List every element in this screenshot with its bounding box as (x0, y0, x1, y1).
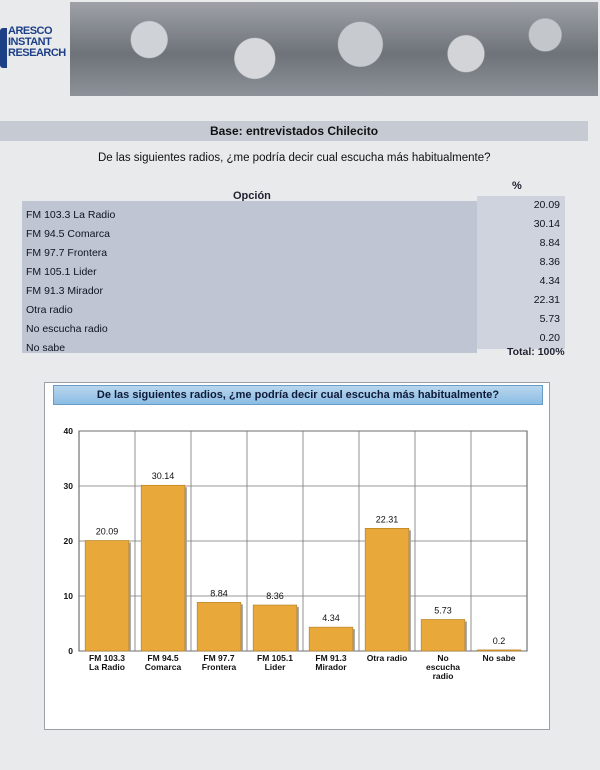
bar-shadow (352, 629, 355, 651)
table-row-value: 20.09 (533, 199, 560, 211)
x-tick-label: Otra radio (367, 653, 408, 663)
chart-panel: De las siguientes radios, ¿me podría dec… (44, 382, 550, 730)
x-tick-label: FM 105.1 (257, 653, 293, 663)
x-tick-label: No (437, 653, 448, 663)
bar (140, 484, 186, 652)
data-label: 5.73 (434, 605, 452, 615)
data-label: 0.2 (493, 636, 506, 646)
bar-shadow (184, 487, 187, 651)
table-row-value: 8.36 (539, 256, 560, 268)
table-row-value: 22.31 (533, 294, 560, 306)
bar-chart: 0 10 20 30 40 20.09 FM 103.3La Radio 30.14 FM 94… (64, 426, 528, 681)
table-row-value: 4.34 (539, 275, 560, 287)
y-tick-label: 20 (64, 536, 74, 546)
y-tick-label: 10 (64, 591, 74, 601)
bar-shadow (464, 621, 467, 651)
x-tick-label: radio (433, 671, 454, 681)
chart-title: De las siguientes radios, ¿me podría dec… (53, 385, 543, 405)
table-total: Total: 100% (507, 346, 565, 358)
data-label: 8.36 (266, 591, 284, 601)
data-label: 30.14 (152, 471, 175, 481)
column-header-percent: % (512, 180, 522, 192)
data-label: 20.09 (96, 527, 119, 537)
x-tick-label: FM 103.3 (89, 653, 125, 663)
header-banner-photo (70, 2, 598, 96)
column-header-option: Opción (233, 190, 271, 202)
y-tick-label: 40 (64, 426, 74, 436)
x-tick-label: Lider (265, 662, 286, 672)
bar (84, 540, 130, 652)
data-label: 8.84 (210, 588, 228, 598)
table-row-label: FM 105.1 Lider (26, 266, 97, 278)
x-tick-label: FM 94.5 (147, 653, 178, 663)
data-label: 4.34 (322, 613, 340, 623)
x-tick-label: Comarca (145, 662, 182, 672)
results-table (22, 201, 477, 353)
logo-line-3: RESEARCH (8, 47, 66, 59)
results-table-values-column (477, 196, 565, 349)
bar (308, 626, 354, 652)
table-row-label: No escucha radio (26, 323, 108, 335)
table-row-value: 30.14 (533, 218, 560, 230)
table-row-label: Otra radio (26, 304, 73, 316)
logo-line-1: ARESCO (8, 25, 53, 37)
table-row-label: FM 91.3 Mirador (26, 285, 104, 297)
base-title: Base: entrevistados Chilecito (0, 121, 588, 141)
x-tick-label: FM 97.7 (203, 653, 234, 663)
table-row-value: 5.73 (539, 313, 560, 325)
bar (196, 602, 242, 652)
aresco-logo: ARESCO INSTANT RESEARCH (0, 20, 80, 82)
x-tick-label: escucha (426, 662, 460, 672)
logo-line-2: INSTANT (8, 36, 52, 48)
table-row-label: FM 97.7 Frontera (26, 247, 108, 259)
x-tick-label: La Radio (89, 662, 125, 672)
y-tick-label: 0 (68, 646, 73, 656)
bar (420, 619, 466, 652)
table-row-value: 8.84 (539, 237, 560, 249)
bar-shadow (408, 530, 411, 651)
bar-shadow (296, 607, 299, 651)
x-tick-label: Mirador (315, 662, 347, 672)
data-label: 22.31 (376, 514, 399, 524)
table-row-value: 0.20 (539, 332, 560, 344)
logo-mark-icon (0, 28, 7, 68)
logo-text: ARESCO INSTANT RESEARCH (8, 26, 66, 59)
x-tick-label: FM 91.3 (315, 653, 346, 663)
bar (364, 527, 410, 652)
table-row-label: No sabe (26, 342, 66, 354)
bar-shadow (240, 604, 243, 651)
question-text: De las siguientes radios, ¿me podría dec… (98, 152, 491, 164)
bar (476, 649, 522, 652)
y-tick-label: 30 (64, 481, 74, 491)
bar (252, 604, 298, 652)
x-tick-label: No sabe (482, 653, 515, 663)
bar-shadow (128, 542, 131, 651)
table-row-label: FM 103.3 La Radio (26, 209, 116, 221)
table-row-label: FM 94.5 Comarca (26, 228, 111, 240)
x-tick-label: Frontera (202, 662, 237, 672)
